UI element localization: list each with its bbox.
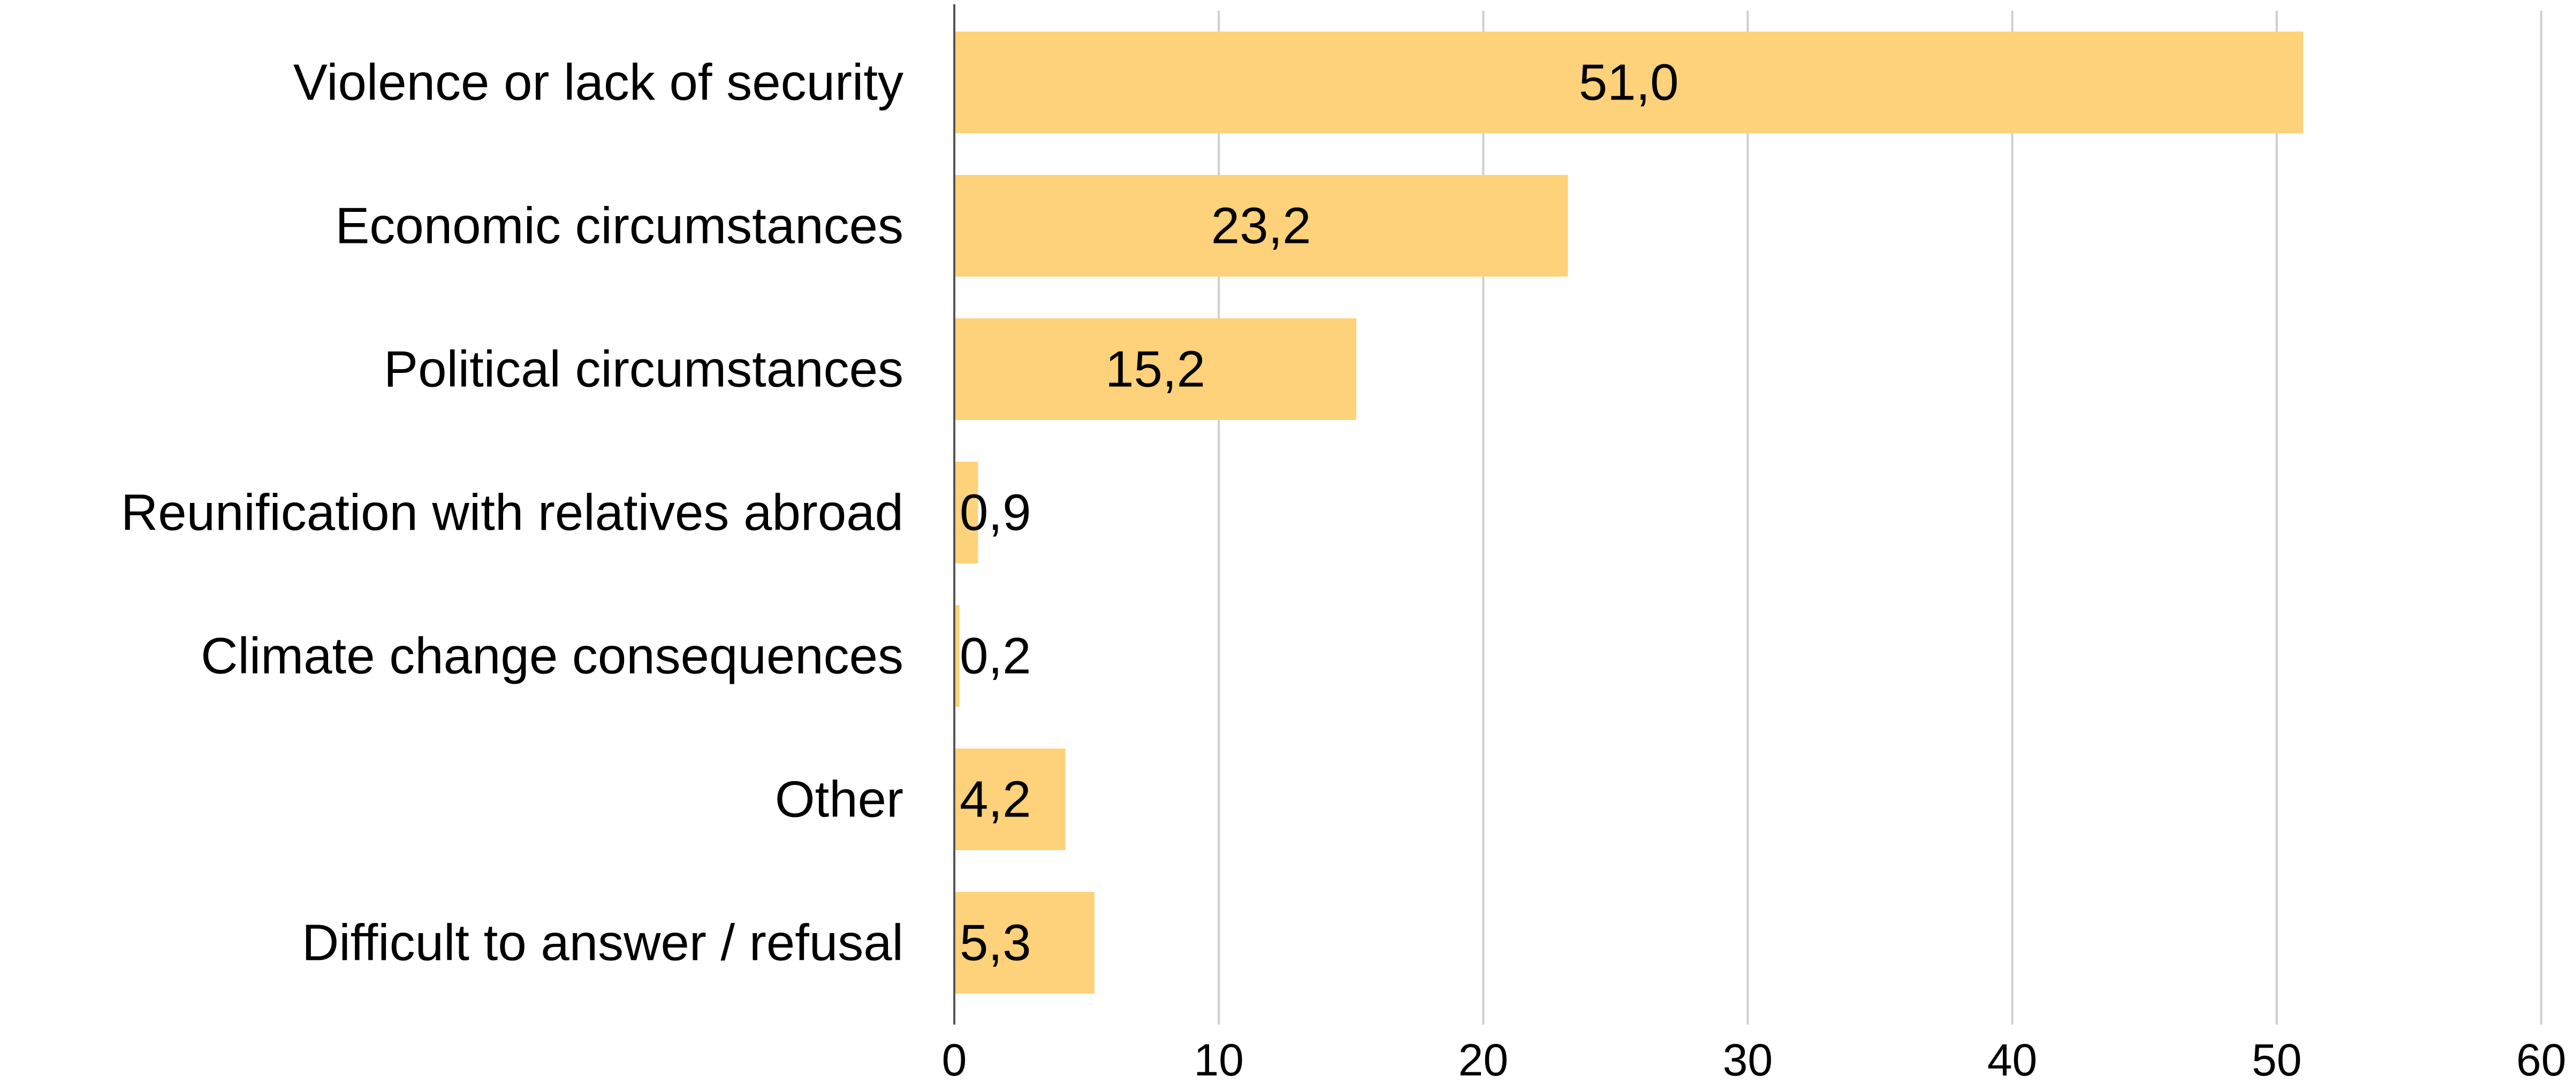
x-tick-label: 60 [2516, 1035, 2566, 1084]
x-tick-label: 10 [1194, 1035, 1243, 1084]
x-tick-label: 50 [2252, 1035, 2301, 1084]
value-label: 0,2 [960, 628, 1031, 685]
value-label: 23,2 [1211, 197, 1311, 255]
grid-layer [1218, 11, 2542, 1025]
bar-2 [954, 175, 1568, 277]
bar-3 [954, 318, 1357, 420]
category-label: Violence or lack of security [293, 54, 903, 111]
bar-5 [954, 605, 960, 707]
category-label: Economic circumstances [335, 197, 903, 255]
category-labels: Violence or lack of security Economic cir… [121, 54, 903, 972]
category-label: Other [775, 771, 903, 828]
x-tick-label: 40 [1987, 1035, 2037, 1084]
x-tick-label: 30 [1723, 1035, 1773, 1084]
x-tick-label: 20 [1458, 1035, 1508, 1084]
bar-4 [954, 462, 978, 563]
value-label: 0,9 [960, 484, 1031, 541]
category-label: Reunification with relatives abroad [121, 484, 903, 541]
category-label: Political circumstances [384, 341, 903, 398]
value-labels: 51,0 23,2 15,2 0,9 0,2 4,2 5,3 [960, 54, 1679, 972]
value-label: 15,2 [1105, 341, 1205, 398]
value-label: 4,2 [960, 771, 1031, 828]
x-tick-label: 0 [942, 1035, 967, 1084]
value-label: 51,0 [1579, 54, 1679, 111]
bar-7 [954, 892, 1095, 994]
category-label: Climate change consequences [201, 628, 903, 685]
bar-layer [954, 32, 2304, 994]
category-label: Difficult to answer / refusal [302, 914, 903, 972]
bar-6 [954, 749, 1066, 850]
value-label: 5,3 [960, 914, 1031, 972]
x-axis-ticks: 0 10 20 30 40 50 60 [942, 1035, 2566, 1084]
bar-1 [954, 32, 2304, 133]
